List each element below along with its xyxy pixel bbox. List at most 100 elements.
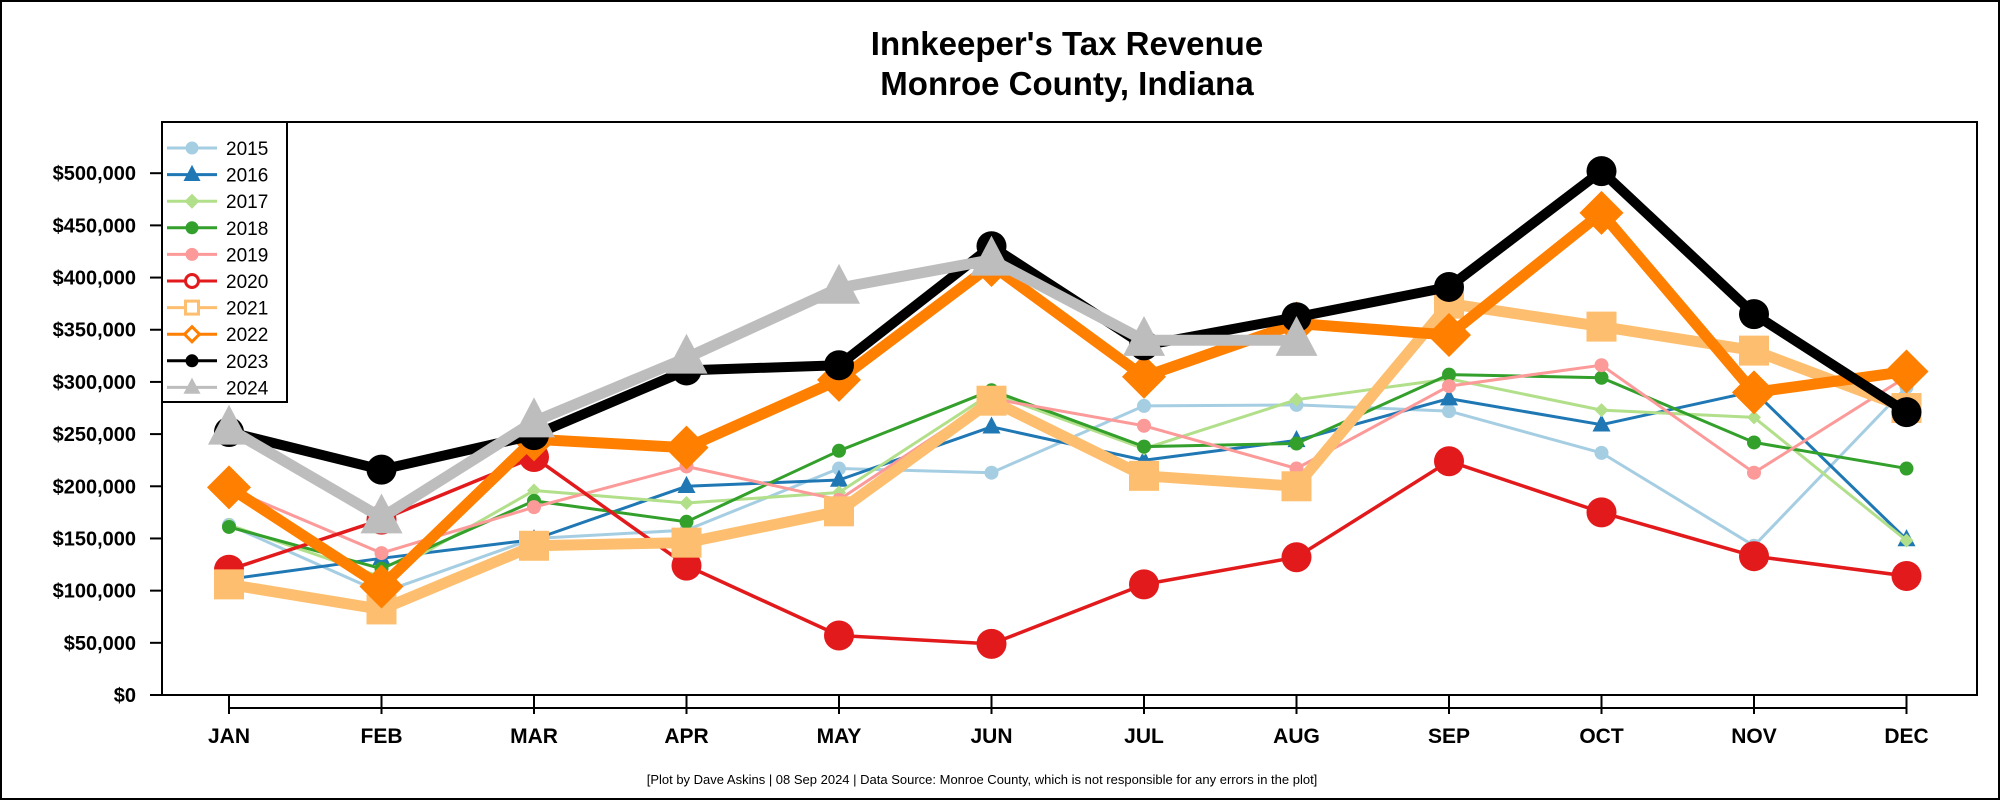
data-point-2020 xyxy=(671,550,702,581)
legend-marker xyxy=(184,299,200,316)
chart-title: Innkeeper's Tax Revenue xyxy=(871,25,1263,62)
data-point-2022 xyxy=(1122,354,1166,399)
data-point-2020 xyxy=(824,620,854,651)
legend-marker xyxy=(184,193,200,209)
series-line-2018 xyxy=(227,373,1908,571)
y-tick-label: $150,000 xyxy=(53,528,136,550)
series-line-2017 xyxy=(227,377,1908,579)
data-point-2021 xyxy=(824,496,854,527)
data-point-2020 xyxy=(976,628,1007,659)
plot-area xyxy=(161,121,1978,696)
data-point-2022 xyxy=(1579,190,1624,235)
legend-label: 2020 xyxy=(226,272,268,293)
data-point-2020 xyxy=(1434,446,1464,477)
data-point-2021 xyxy=(1739,335,1769,366)
legend-marker xyxy=(185,354,199,368)
legend-label: 2024 xyxy=(226,378,269,399)
legend-marker xyxy=(183,164,201,181)
data-point-2020 xyxy=(1739,541,1769,572)
data-point-2015 xyxy=(832,461,846,476)
y-tick-label: $350,000 xyxy=(53,320,136,342)
y-tick-label: $250,000 xyxy=(53,424,136,446)
data-point-2024 xyxy=(818,263,860,304)
data-point-2017 xyxy=(1594,403,1609,418)
series-line-2022 xyxy=(223,207,1912,592)
data-point-2018 xyxy=(1442,367,1456,382)
legend-item-2019: 2019 xyxy=(167,245,268,266)
legend-item-2023: 2023 xyxy=(167,352,268,373)
legend-marker xyxy=(185,221,199,235)
data-point-2024 xyxy=(208,404,250,445)
data-point-2021 xyxy=(1281,471,1312,502)
x-tick-label: AUG xyxy=(1273,725,1320,748)
series-2020 xyxy=(214,442,1922,659)
legend-item-2022: 2022 xyxy=(167,324,268,346)
series-layer xyxy=(207,156,1929,659)
legend-label: 2016 xyxy=(226,166,268,187)
data-point-2015 xyxy=(984,465,999,480)
series-2024 xyxy=(208,235,1318,534)
legend-label: 2021 xyxy=(226,299,268,320)
series-line-2021 xyxy=(223,298,1912,615)
y-tick-label: $100,000 xyxy=(53,581,136,603)
data-point-2020 xyxy=(1891,561,1922,592)
data-point-2017 xyxy=(1289,392,1304,407)
data-point-2024 xyxy=(1123,316,1165,356)
data-point-2017 xyxy=(679,495,694,510)
data-point-2016 xyxy=(982,416,1001,434)
data-point-2020 xyxy=(1129,569,1159,600)
legend-label: 2017 xyxy=(226,192,268,213)
data-point-2023 xyxy=(1739,299,1769,330)
x-tick-label: DEC xyxy=(1884,725,1928,748)
data-point-2023 xyxy=(824,350,854,381)
data-point-2021 xyxy=(214,569,244,600)
x-tick-label: MAY xyxy=(817,725,862,748)
data-point-2021 xyxy=(1129,460,1159,491)
legend-box xyxy=(161,121,288,403)
data-point-2018 xyxy=(679,514,694,529)
y-axis: $0 $50,000 $100,000 $150,000 $200,000 $250,00… xyxy=(53,163,163,707)
data-point-2020 xyxy=(1586,497,1617,528)
series-2022 xyxy=(207,190,1929,609)
chart-subtitle: Monroe County, Indiana xyxy=(880,65,1254,102)
data-point-2018 xyxy=(832,443,846,458)
legend-label: 2023 xyxy=(226,352,268,373)
y-tick-label: $400,000 xyxy=(53,268,136,290)
legend-marker xyxy=(185,141,199,155)
data-point-2019 xyxy=(374,546,389,561)
data-point-2016 xyxy=(830,469,848,487)
data-point-2022 xyxy=(359,564,404,609)
data-point-2018 xyxy=(1747,435,1761,450)
data-point-2024 xyxy=(665,333,708,374)
data-point-2022 xyxy=(1427,312,1471,357)
data-point-2018 xyxy=(1899,461,1914,476)
legend-item-2015: 2015 xyxy=(167,139,268,160)
legend-label: 2018 xyxy=(226,219,268,240)
y-tick-label: $300,000 xyxy=(53,372,136,394)
legend-item-2016: 2016 xyxy=(167,164,268,187)
legend-item-2017: 2017 xyxy=(167,192,268,213)
data-point-2019 xyxy=(1594,358,1609,373)
data-point-2024 xyxy=(1275,316,1318,356)
x-tick-label: OCT xyxy=(1579,725,1624,748)
data-point-2024 xyxy=(360,493,403,534)
legend-marker xyxy=(183,377,201,394)
legend-marker xyxy=(185,247,199,261)
data-point-2019 xyxy=(527,500,541,515)
legend-item-2018: 2018 xyxy=(167,219,268,240)
legend-item-2024: 2024 xyxy=(167,377,269,399)
x-tick-label: MAR xyxy=(510,725,558,748)
x-tick-label: APR xyxy=(664,725,708,748)
x-axis: JAN FEB MAR APR MAY JUN JUL AUG SEP OCT NOV DEC xyxy=(208,695,1929,748)
data-point-2021 xyxy=(671,527,702,558)
data-point-2022 xyxy=(207,465,251,510)
data-point-2016 xyxy=(1440,388,1458,406)
data-point-2021 xyxy=(519,530,549,561)
series-line-2024 xyxy=(223,254,1302,524)
y-tick-label: $450,000 xyxy=(53,215,136,237)
legend-marker xyxy=(184,273,200,289)
data-point-2019 xyxy=(1442,379,1456,394)
data-point-2020 xyxy=(1281,542,1312,573)
legend-label: 2019 xyxy=(226,245,268,266)
